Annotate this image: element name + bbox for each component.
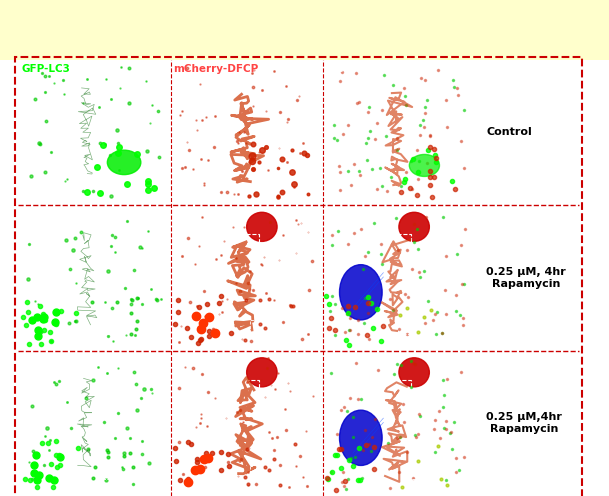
Bar	[79, 379, 107, 401]
Bar	[79, 103, 107, 125]
Bar	[384, 103, 411, 125]
Bar	[231, 103, 259, 125]
Bar	[231, 379, 259, 401]
Text: 0.25 μM, 4hr
Rapamycin: 0.25 μM, 4hr Rapamycin	[486, 267, 566, 289]
Circle shape	[399, 212, 429, 242]
Circle shape	[247, 358, 277, 387]
Text: 0.25 μM,4hr
Rapamycin: 0.25 μM,4hr Rapamycin	[486, 413, 562, 434]
Bar	[384, 234, 411, 256]
Ellipse shape	[340, 410, 382, 465]
Circle shape	[247, 212, 277, 242]
Circle shape	[399, 358, 429, 387]
Bar	[79, 234, 107, 256]
Bar	[231, 234, 259, 256]
Text: mCherry-DFCP: mCherry-DFCP	[174, 64, 259, 74]
Text: Control: Control	[486, 127, 532, 137]
Ellipse shape	[340, 265, 382, 320]
Text: HepG2 liver cell: HepG2 liver cell	[432, 22, 567, 37]
Text: GFP-LC3: GFP-LC3	[21, 64, 70, 74]
Text: Merge: Merge	[326, 64, 363, 74]
Bar	[384, 379, 411, 401]
Text: Autophagy 측정  PI3P 측정법 설립: Autophagy 측정 PI3P 측정법 설립	[94, 20, 368, 39]
